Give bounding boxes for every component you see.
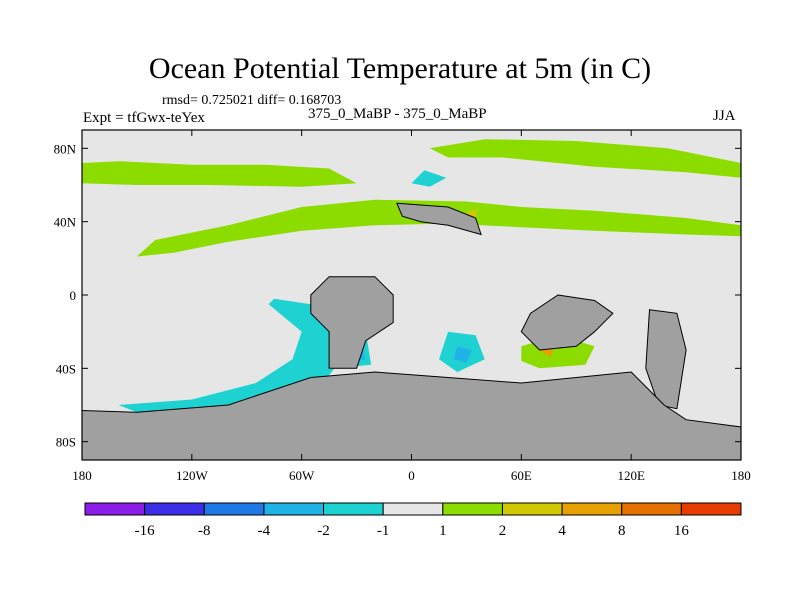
colorbar-swatch	[501, 502, 563, 516]
y-tick-label: 80N	[54, 141, 77, 156]
region-land-europe	[396, 202, 482, 236]
colorbar-swatch	[323, 502, 384, 516]
colorbar-swatch	[680, 502, 742, 516]
colorbar-label: -2	[317, 523, 330, 539]
case-label: 375_0_MaBP - 375_0_MaBP	[308, 106, 487, 122]
colorbar-label: 8	[618, 523, 626, 539]
colorbar-swatch	[144, 502, 205, 516]
region-land-australia	[645, 309, 687, 410]
y-tick-label: 40N	[54, 215, 77, 230]
colorbar-swatch	[382, 502, 444, 516]
y-tick-label: 0	[70, 288, 77, 303]
region-land-south-america	[310, 276, 394, 369]
colorbar-swatch	[263, 502, 325, 516]
colorbar-label: 1	[439, 523, 447, 539]
x-tick-label: 180	[72, 468, 92, 483]
colorbar-swatch	[84, 502, 146, 516]
x-tick-label: 180	[731, 468, 751, 483]
region-arctic-warm-band	[429, 139, 741, 178]
y-tick-label: 40S	[56, 361, 76, 376]
colorbar-swatch	[621, 502, 682, 516]
x-tick-label: 60W	[289, 468, 315, 483]
experiment-label: Expt = tfGwx-teYex	[83, 110, 205, 126]
region-land-africa	[520, 294, 614, 351]
colorbar-label: 16	[674, 523, 690, 539]
chart-title: Ocean Potential Temperature at 5m (in C)	[148, 52, 652, 85]
colorbar-label: 4	[558, 523, 566, 539]
stats-label: rmsd= 0.725021 diff= 0.168703	[162, 93, 342, 108]
region-north-pacific-atlantic-warm-band	[82, 161, 357, 187]
x-tick-label: 0	[408, 468, 415, 483]
colorbar-label: -16	[135, 523, 155, 539]
colorbar-swatch	[203, 502, 265, 516]
x-tick-label: 60E	[511, 468, 532, 483]
region-indian-ocean-cool-core	[453, 346, 472, 363]
x-tick-label: 120E	[617, 468, 645, 483]
colorbar-label: -1	[377, 523, 390, 539]
colorbar-label: -4	[258, 523, 271, 539]
colorbar: -16 -8 -4 -2 -1 1 2 4 8 16	[84, 502, 742, 539]
season-label: JJA	[713, 108, 736, 124]
colorbar-label: 2	[499, 523, 507, 539]
x-tick-label: 120W	[176, 468, 209, 483]
y-tick-label: 80S	[56, 435, 76, 450]
colorbar-swatch	[561, 502, 623, 516]
region-arctic-cool-patch	[411, 170, 447, 187]
colorbar-swatch	[442, 502, 503, 516]
colorbar-label: -8	[198, 523, 211, 539]
region-midlatitude-warm-band	[136, 199, 741, 257]
axis-ticks: 180 120W 60W 0 60E 120E 180 80N 40N 0 40S 80S	[54, 130, 751, 483]
